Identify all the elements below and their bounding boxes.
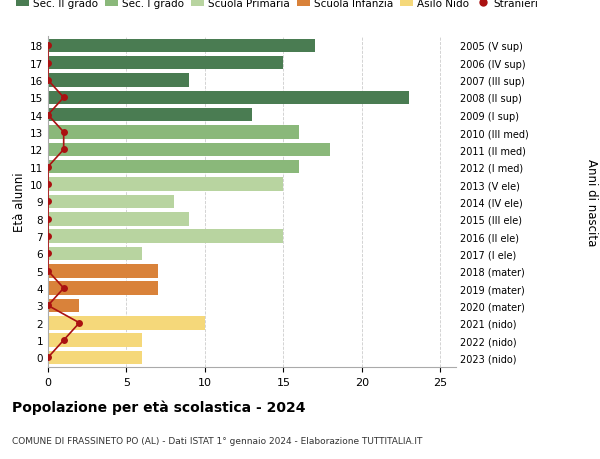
Point [43,216,53,223]
Text: Anni di nascita: Anni di nascita [584,158,598,246]
Point [43,77,53,84]
Point [59,285,68,292]
Bar [48,316,205,330]
Y-axis label: Età alunni: Età alunni [13,172,26,232]
Point [59,146,68,154]
Legend: Sec. II grado, Sec. I grado, Scuola Primaria, Scuola Infanzia, Asilo Nido, Stran: Sec. II grado, Sec. I grado, Scuola Prim… [16,0,538,9]
Bar [48,74,189,88]
Bar [48,57,283,70]
Point [43,302,53,309]
Point [43,233,53,240]
Bar [48,230,283,243]
Point [59,95,68,102]
Bar [48,109,252,122]
Bar [48,213,189,226]
Bar [48,264,158,278]
Bar [48,91,409,105]
Point [43,198,53,206]
Point [43,250,53,257]
Bar [48,126,299,140]
Bar [48,299,79,313]
Point [43,354,53,361]
Bar [48,282,158,295]
Bar [48,178,283,191]
Bar [48,195,173,209]
Text: COMUNE DI FRASSINETO PO (AL) - Dati ISTAT 1° gennaio 2024 - Elaborazione TUTTITA: COMUNE DI FRASSINETO PO (AL) - Dati ISTA… [12,436,422,445]
Point [43,268,53,275]
Bar [48,143,331,157]
Point [43,112,53,119]
Bar [48,351,142,364]
Point [43,43,53,50]
Point [43,60,53,67]
Point [59,337,68,344]
Point [74,319,84,327]
Bar [48,247,142,261]
Text: Popolazione per età scolastica - 2024: Popolazione per età scolastica - 2024 [12,399,305,414]
Bar [48,39,315,53]
Point [43,164,53,171]
Point [43,181,53,188]
Bar [48,161,299,174]
Bar [48,334,142,347]
Point [59,129,68,136]
